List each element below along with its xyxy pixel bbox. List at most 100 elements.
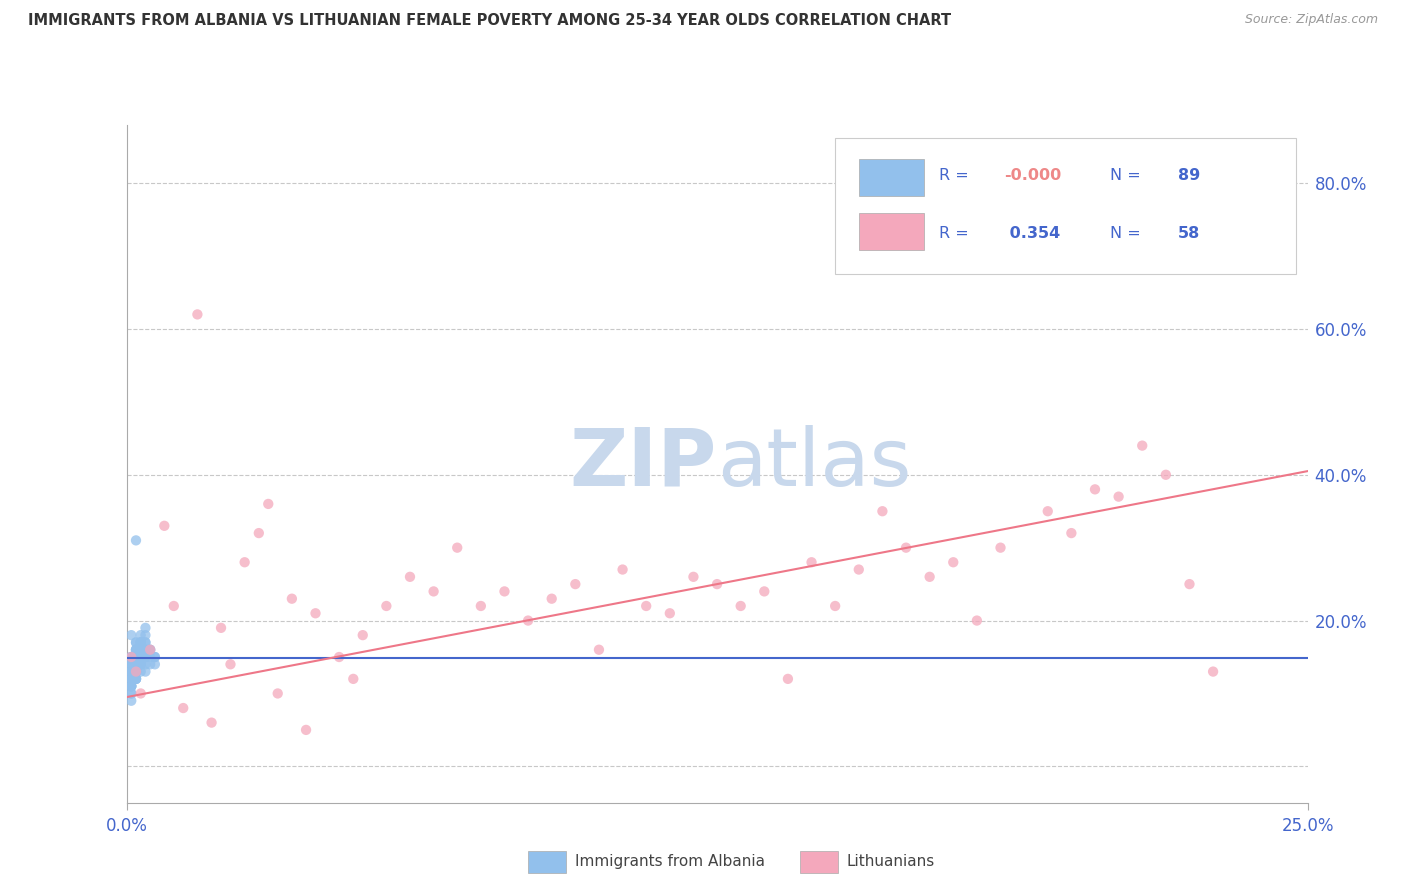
Point [120,665,142,679]
Point [134,621,156,635]
Point [1202,665,1225,679]
Point [942,555,965,569]
Point [399,570,422,584]
Point [129,642,152,657]
Point [494,584,516,599]
Point [129,642,152,657]
Point [139,642,162,657]
Point [134,642,156,657]
Point [125,650,148,665]
Point [120,672,142,686]
Point [125,665,148,679]
Point [129,657,152,672]
Point [125,642,148,657]
FancyBboxPatch shape [835,138,1296,274]
Text: N =: N = [1111,226,1146,241]
Point [125,642,148,657]
Point [125,650,148,665]
Point [134,628,156,642]
Point [120,686,142,700]
Point [872,504,894,518]
Point [129,628,152,642]
Point [295,723,318,737]
Point [776,672,799,686]
Point [564,577,586,591]
Text: R =: R = [939,226,974,241]
Point [134,642,156,657]
Point [125,657,148,672]
Point [125,665,148,679]
Text: atlas: atlas [717,425,911,503]
Point [120,694,142,708]
Point [352,628,374,642]
Point [1036,504,1059,518]
Text: IMMIGRANTS FROM ALBANIA VS LITHUANIAN FEMALE POVERTY AMONG 25-34 YEAR OLDS CORRE: IMMIGRANTS FROM ALBANIA VS LITHUANIAN FE… [28,13,952,29]
Point [143,657,166,672]
Point [120,672,142,686]
Point [612,562,634,576]
FancyBboxPatch shape [529,851,565,872]
Point [125,657,148,672]
Point [125,650,148,665]
Point [129,657,152,672]
Point [125,672,148,686]
Point [540,591,562,606]
Point [706,577,728,591]
Point [125,657,148,672]
Point [800,555,823,569]
Point [125,672,148,686]
Text: Lithuanians: Lithuanians [846,855,935,870]
Point [120,679,142,693]
Point [233,555,256,569]
Text: -0.000: -0.000 [1004,169,1062,183]
Point [894,541,917,555]
Point [470,599,492,613]
Point [125,635,148,649]
Point [125,657,148,672]
Point [517,614,540,628]
Point [129,642,152,657]
Point [139,642,162,657]
Point [966,614,988,628]
Point [143,650,166,665]
Point [120,665,142,679]
Point [134,657,156,672]
Text: 89: 89 [1178,169,1199,183]
Point [129,657,152,672]
Point [422,584,444,599]
Point [129,665,152,679]
Point [446,541,468,555]
Point [120,679,142,693]
Point [153,518,176,533]
FancyBboxPatch shape [859,159,924,196]
Point [129,642,152,657]
Point [129,642,152,657]
Point [120,628,142,642]
Point [658,607,681,621]
Point [267,686,290,700]
Point [120,650,142,665]
Point [120,686,142,700]
Point [125,665,148,679]
Point [120,672,142,686]
Text: Immigrants from Albania: Immigrants from Albania [575,855,765,870]
Point [125,665,148,679]
Point [1108,490,1130,504]
Point [304,607,326,621]
Point [120,665,142,679]
Point [129,635,152,649]
Point [139,642,162,657]
Point [163,599,186,613]
Point [120,657,142,672]
Text: R =: R = [939,169,974,183]
Point [1178,577,1201,591]
Point [125,533,148,548]
Point [134,650,156,665]
Point [172,701,194,715]
Text: 58: 58 [1178,226,1199,241]
Point [120,679,142,693]
Point [120,650,142,665]
Point [200,715,222,730]
Point [120,650,142,665]
Point [129,657,152,672]
